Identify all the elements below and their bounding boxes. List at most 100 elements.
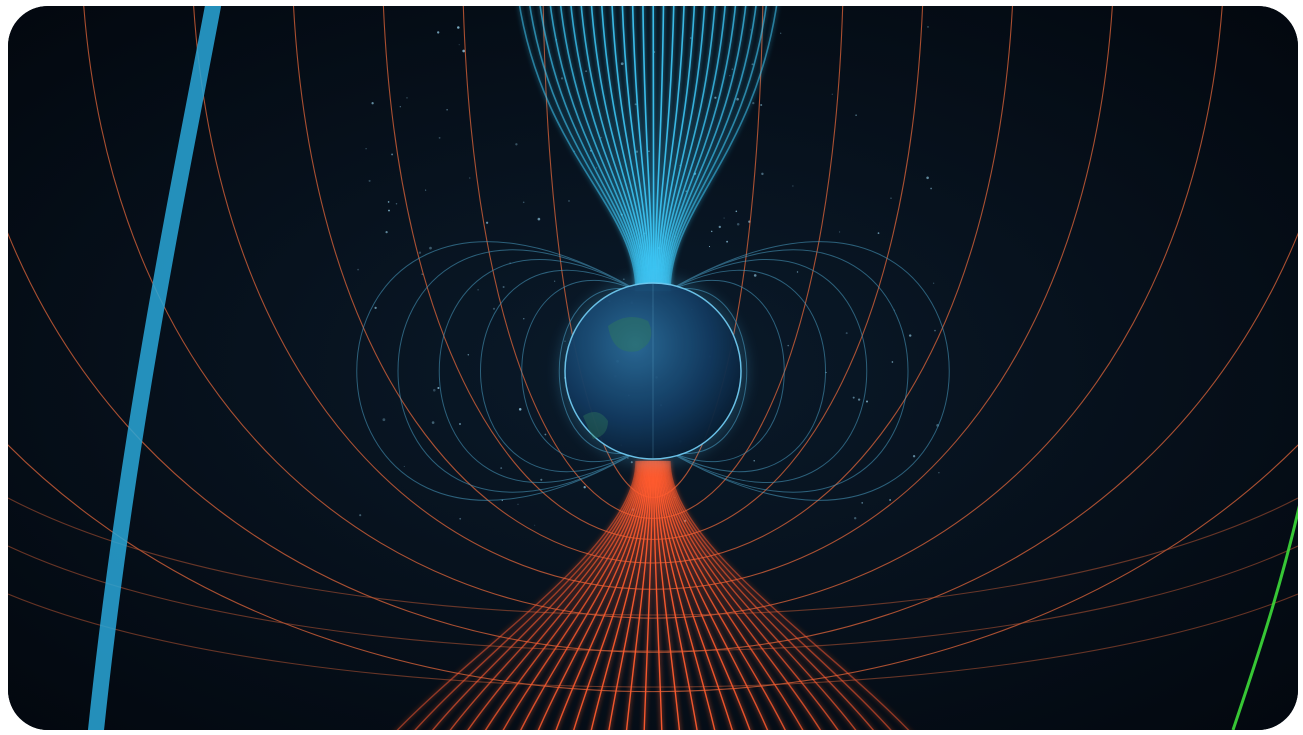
north-field-line [658,6,696,292]
north-field-line [661,6,716,292]
star [359,514,362,517]
star [560,77,564,80]
star [845,332,848,335]
north-field-line [667,6,767,292]
star [502,285,505,289]
star [752,101,755,105]
dipole-loop [480,269,639,473]
star [792,185,794,187]
north-field-line [580,6,645,292]
star [714,96,717,99]
north-field-line [601,6,648,292]
star [467,354,470,356]
star [685,190,687,192]
outer-field-line [193,6,1113,590]
south-field-line [656,460,716,730]
outer-field-line [8,231,1298,653]
star [926,176,929,180]
south-field-line [667,460,875,730]
star [753,274,757,277]
dipole-loop [667,241,950,501]
star [930,187,932,190]
star [761,172,764,176]
north-field-line [654,6,665,292]
star [458,44,460,46]
star [751,63,754,66]
star [515,143,518,146]
star [437,386,440,390]
south-field-line [449,460,641,730]
star [634,103,637,106]
star [554,280,556,282]
south-field-line [665,460,857,730]
star [388,209,390,212]
star [429,246,432,250]
star [753,460,755,462]
star [518,408,522,411]
dipole-loop [667,249,909,493]
south-field-line [654,460,681,730]
dipole-loop [356,241,639,501]
star [736,97,739,101]
star [934,329,936,332]
star [537,217,541,221]
dipole-loop [521,279,639,463]
north-field-line [663,6,737,292]
star [933,282,935,284]
star [736,222,740,226]
star [459,517,462,520]
star [374,306,377,310]
star [857,398,861,401]
outer-field-line [542,6,764,498]
star [371,102,374,105]
south-field-line [658,460,751,730]
star [787,344,789,347]
star [477,289,479,291]
star [446,108,448,111]
star [500,467,503,470]
star [889,499,891,501]
star [368,179,371,182]
star [839,231,841,233]
star [431,421,435,424]
star [387,201,390,203]
north-field-line [631,6,652,292]
star [469,177,471,179]
star [726,240,729,243]
south-field-line [555,460,648,730]
south-field-line [643,460,654,730]
star [796,271,799,273]
outer-field-line [293,6,1013,564]
north-field-line [655,6,675,292]
north-field-line [590,6,647,292]
outer-field-line [83,6,1223,619]
star [635,150,639,153]
star [891,361,894,363]
star [382,418,386,422]
north-field-line [560,6,643,292]
star [437,31,440,34]
star [938,471,940,474]
south-field-line [590,460,650,730]
south-field-line [467,460,642,730]
magnetosphere-scene [8,6,1298,730]
star [708,246,711,248]
star [540,478,543,481]
north-field-line [570,6,644,292]
outer-field-line [8,593,1298,688]
dipole-loop [438,259,639,483]
star [544,433,547,436]
star [534,524,536,526]
star [357,268,360,271]
star [522,201,525,204]
star [760,104,763,106]
left-blue-arc [88,6,221,730]
north-field-line [529,6,639,292]
dipole-loop [397,249,639,493]
star [927,26,929,28]
south-field-line [431,460,639,730]
south-field-line [414,460,638,730]
south-field-line [502,460,644,730]
south-field-line [625,460,652,730]
south-field-line [573,460,649,730]
